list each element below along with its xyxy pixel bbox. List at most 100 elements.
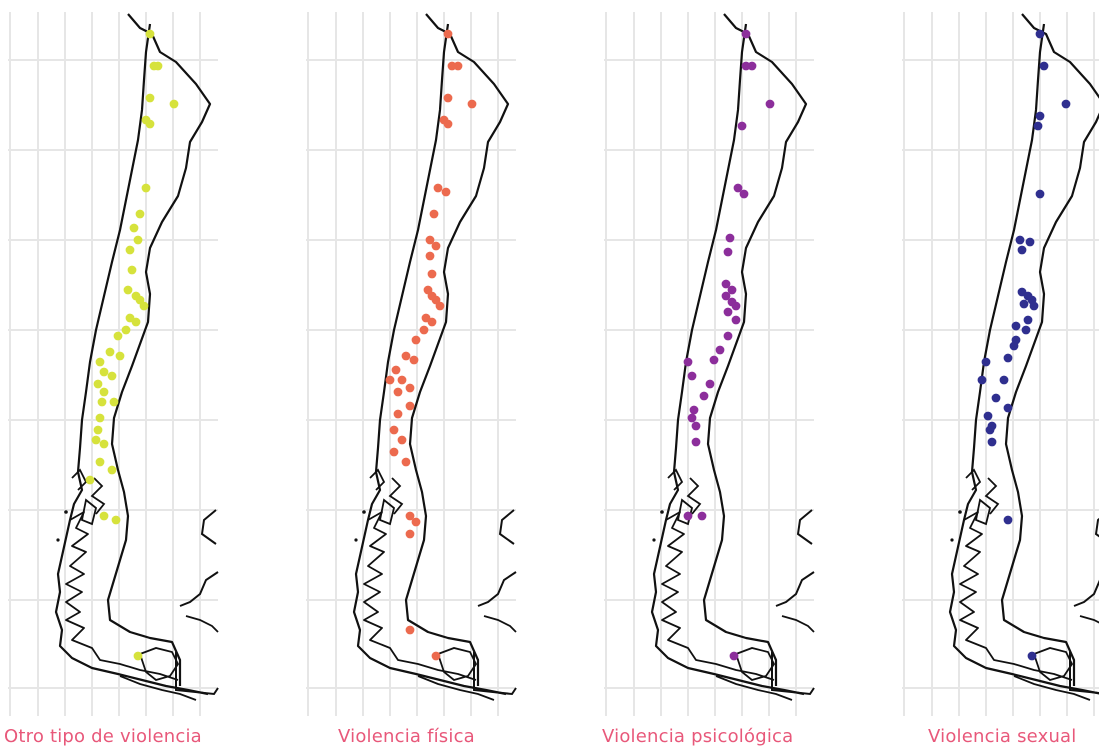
- case-point: [141, 183, 151, 193]
- case-point: [153, 61, 163, 71]
- case-point: [125, 245, 135, 255]
- case-point: [467, 99, 477, 109]
- case-point: [731, 301, 741, 311]
- case-point: [733, 183, 743, 193]
- case-point: [95, 413, 105, 423]
- caption-fisica: Violencia física: [338, 726, 475, 747]
- case-point: [443, 93, 453, 103]
- case-point: [397, 375, 407, 385]
- case-point: [691, 421, 701, 431]
- case-point: [687, 413, 697, 423]
- case-point: [405, 383, 415, 393]
- case-point: [683, 357, 693, 367]
- case-point: [1061, 99, 1071, 109]
- case-point: [723, 247, 733, 257]
- case-point: [999, 375, 1009, 385]
- case-point: [401, 351, 411, 361]
- case-point: [85, 475, 95, 485]
- case-point: [1003, 515, 1013, 525]
- case-point: [115, 351, 125, 361]
- map-panel-psicologica: [604, 12, 816, 716]
- map-gridlines: [306, 12, 516, 716]
- case-point: [683, 511, 693, 521]
- case-point: [99, 439, 109, 449]
- case-point: [443, 29, 453, 39]
- case-point: [429, 209, 439, 219]
- case-point: [697, 511, 707, 521]
- case-point: [411, 335, 421, 345]
- case-point: [113, 331, 123, 341]
- case-point: [747, 61, 757, 71]
- case-point: [145, 119, 155, 129]
- case-point: [727, 285, 737, 295]
- case-point: [135, 209, 145, 219]
- case-point: [145, 29, 155, 39]
- case-point: [1029, 301, 1039, 311]
- case-point: [105, 347, 115, 357]
- case-point: [1011, 321, 1021, 331]
- case-point: [405, 625, 415, 635]
- case-point: [725, 233, 735, 243]
- case-point: [425, 251, 435, 261]
- case-point: [723, 331, 733, 341]
- case-point: [699, 391, 709, 401]
- country-outline: [352, 12, 518, 702]
- case-point: [133, 651, 143, 661]
- case-point: [1009, 341, 1019, 351]
- case-point: [721, 279, 731, 289]
- caption-sexual: Violencia sexual: [928, 726, 1077, 747]
- case-point: [1035, 189, 1045, 199]
- case-point: [729, 651, 739, 661]
- case-point: [93, 425, 103, 435]
- case-point: [385, 375, 395, 385]
- case-point: [1027, 651, 1037, 661]
- caption-psicologica: Violencia psicológica: [602, 726, 794, 747]
- case-point: [397, 435, 407, 445]
- case-point: [425, 235, 435, 245]
- case-point: [1021, 325, 1031, 335]
- map-panel-fisica: [306, 12, 518, 716]
- map-panel-sexual: [902, 12, 1099, 716]
- case-point: [121, 325, 131, 335]
- case-point: [427, 317, 437, 327]
- case-point: [391, 365, 401, 375]
- case-point: [99, 511, 109, 521]
- caption-otro: Otro tipo de violencia: [4, 726, 202, 747]
- map-gridlines: [8, 12, 218, 716]
- case-point: [731, 315, 741, 325]
- case-point: [127, 265, 137, 275]
- case-point: [145, 93, 155, 103]
- case-point: [405, 511, 415, 521]
- case-point: [107, 465, 117, 475]
- case-point: [1039, 61, 1049, 71]
- case-point: [111, 515, 121, 525]
- case-point: [443, 119, 453, 129]
- case-point: [405, 401, 415, 411]
- case-point: [987, 437, 997, 447]
- case-point: [139, 301, 149, 311]
- case-point: [95, 357, 105, 367]
- case-point: [985, 425, 995, 435]
- case-point: [97, 397, 107, 407]
- case-point: [431, 241, 441, 251]
- map-gridlines: [902, 12, 1099, 716]
- case-point: [687, 371, 697, 381]
- case-point: [1035, 29, 1045, 39]
- case-point: [107, 371, 117, 381]
- case-point: [981, 357, 991, 367]
- country-outline: [650, 12, 816, 702]
- case-point: [109, 397, 119, 407]
- case-point: [977, 375, 987, 385]
- map-gridlines: [604, 12, 814, 716]
- case-point: [691, 437, 701, 447]
- case-point: [169, 99, 179, 109]
- case-point: [1033, 121, 1043, 131]
- case-point: [1023, 315, 1033, 325]
- case-point: [95, 457, 105, 467]
- case-point: [715, 345, 725, 355]
- case-point: [91, 435, 101, 445]
- case-point: [1025, 237, 1035, 247]
- case-point: [427, 269, 437, 279]
- case-point: [983, 411, 993, 421]
